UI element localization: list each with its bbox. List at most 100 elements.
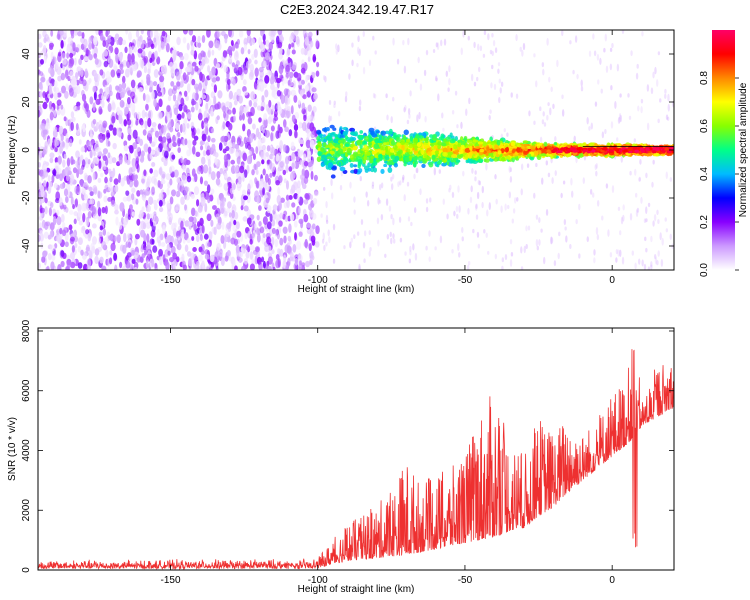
spectrogram-cell — [186, 42, 190, 51]
spectrogram-cell — [499, 87, 502, 94]
spectrogram-cell — [207, 242, 212, 247]
spectrogram-cell — [220, 31, 226, 37]
spectrogram-cell — [130, 187, 136, 194]
spectrogram-cell — [435, 75, 438, 82]
spectrogram-cell — [95, 98, 101, 106]
spectrogram-cell — [116, 106, 121, 116]
spectrogram-cell — [114, 47, 119, 55]
spectrogram-cell — [98, 123, 103, 133]
spectrogram-cell — [339, 185, 343, 191]
spectrogram-cell — [236, 88, 242, 96]
spectrogram-cell — [294, 111, 300, 120]
spectrogram-cell — [303, 114, 307, 122]
spectrogram-cell — [61, 85, 66, 94]
spectrogram-cell — [201, 133, 207, 142]
spectrogram-cell — [221, 221, 225, 230]
spectrogram-cell — [493, 83, 497, 91]
spectrogram-cell — [660, 259, 664, 267]
spectrogram-cell — [194, 229, 199, 236]
spectrogram-cell — [38, 52, 41, 59]
spectrogram-cell — [51, 174, 55, 183]
spectrogram-cell — [171, 189, 177, 197]
spectrogram-cell — [248, 150, 252, 156]
spectrogram-cell — [111, 157, 117, 164]
spectrogram-cell — [57, 264, 62, 270]
spectrogram-cell — [53, 182, 58, 189]
spectrogram-cell — [216, 197, 220, 205]
spectrogram-cell — [176, 113, 182, 121]
spectrogram-cell — [597, 79, 600, 85]
spectrogram-cell — [451, 191, 455, 199]
spectrogram-cell — [270, 146, 276, 156]
spectrogram-cell — [270, 76, 275, 85]
spectrogram-cell — [210, 188, 215, 195]
spectrogram-cell — [467, 207, 470, 215]
spectrogram-cell — [53, 80, 58, 88]
spectrogram-cell — [325, 200, 328, 209]
spectrogram-cell — [172, 94, 177, 102]
spectrogram-cell — [286, 106, 291, 112]
spectrogram-cell — [245, 244, 250, 251]
spectrogram-cell — [54, 147, 58, 153]
spectrogram-cell — [615, 249, 619, 255]
spectrogram-cell — [349, 181, 352, 189]
spectrogram-cell — [49, 89, 53, 95]
spectrogram-cell — [126, 233, 131, 240]
spectrogram-cell — [49, 202, 54, 209]
spectrogram-cell — [149, 168, 153, 174]
spectrogram-cell — [550, 237, 554, 244]
spectrogram-cell — [259, 125, 264, 132]
spectrogram-cell — [657, 219, 660, 224]
spectrogram-cell — [114, 184, 119, 193]
spectrogram-cell — [66, 173, 70, 182]
spectrogram-cell — [369, 247, 372, 252]
spectrogram-cell — [359, 130, 364, 134]
spectrogram-cell — [324, 75, 327, 83]
spectrogram-cell — [105, 129, 110, 140]
spectrogram-cell — [212, 205, 217, 210]
spectrogram-cell — [291, 202, 296, 208]
spectrogram-cell — [123, 232, 127, 243]
spectrogram-cell — [477, 43, 480, 51]
spectrogram-cell — [69, 87, 74, 97]
spectrogram-cell — [234, 164, 239, 173]
spectrogram-cell — [477, 243, 481, 249]
spectrogram-cell — [650, 235, 653, 243]
spectrogram-cell — [97, 200, 101, 209]
spectrogram-cell — [156, 236, 161, 244]
spectrogram-cell — [191, 78, 196, 86]
spectrogram-cell — [38, 161, 41, 168]
spectrogram-cell — [636, 63, 639, 69]
spectrogram-cell — [266, 204, 272, 214]
spectrogram-cell — [285, 180, 290, 190]
spectrogram-cell — [170, 235, 174, 244]
spectrogram-cell — [575, 219, 578, 225]
spectrogram-cell — [203, 110, 207, 118]
spectrogram-cell — [349, 241, 352, 249]
spectrogram-cell — [232, 115, 237, 122]
spectrogram-cell — [139, 189, 143, 195]
spectrogram-cell — [251, 169, 255, 176]
spectrogram-cell — [216, 222, 222, 230]
spectrogram-cell — [227, 122, 233, 131]
spectrogram-cell — [533, 120, 536, 125]
spectrogram-cell — [316, 156, 322, 163]
spectrogram-cell — [413, 207, 417, 214]
spectrogram-cell — [187, 64, 193, 73]
spectrogram-cell — [62, 30, 68, 38]
spectrogram-cell — [570, 177, 573, 186]
spectrogram-cell — [310, 40, 314, 48]
spectrogram-cell — [62, 252, 67, 260]
spectrogram-cell — [541, 62, 545, 68]
spectrogram-cell — [71, 75, 77, 86]
spectrogram-cell — [220, 234, 225, 244]
spectrogram-cell — [46, 265, 50, 270]
spectrogram-cell — [239, 165, 245, 174]
spectrogram-cell — [571, 190, 574, 198]
spectrogram-cell — [609, 63, 613, 71]
spectrogram-cell — [235, 244, 240, 254]
spectrogram-cell — [322, 134, 326, 138]
spectrogram-cell — [402, 39, 405, 46]
spectrogram-cell — [99, 88, 103, 95]
